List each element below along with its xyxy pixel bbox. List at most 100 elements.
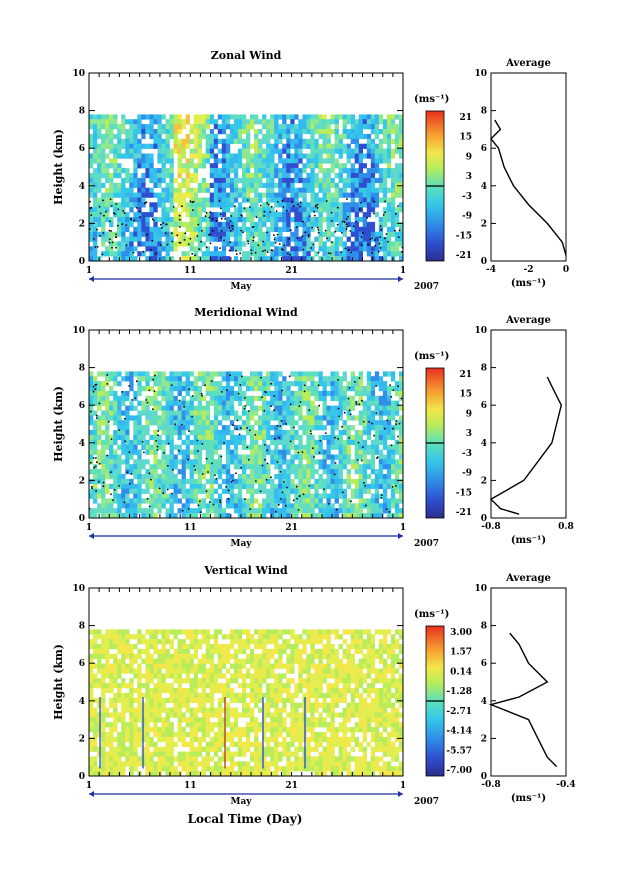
heatmap-cell <box>209 173 215 179</box>
heatmap-cell <box>205 410 210 416</box>
heatmap-cell <box>161 114 166 120</box>
heatmap-cell <box>133 712 138 718</box>
heatmap-cell <box>213 217 219 223</box>
heatmap-cell <box>366 153 372 159</box>
heatmap-cell <box>250 513 255 519</box>
heatmap-cell <box>113 464 118 470</box>
heatmap-cell <box>141 143 146 149</box>
zero-contour-dot <box>123 501 126 504</box>
heatmap-cell <box>109 231 114 237</box>
heatmap-cell <box>153 673 158 679</box>
heatmap-cell <box>125 246 130 252</box>
heatmap-cell <box>342 241 347 247</box>
heatmap-cell <box>109 415 114 421</box>
heatmap-cell <box>399 498 404 504</box>
heatmap-cell <box>225 226 231 232</box>
heatmap-cell <box>246 187 251 193</box>
heatmap-cell <box>322 168 327 174</box>
zero-contour-dot <box>96 245 99 248</box>
heatmap-cell <box>302 202 307 208</box>
heatmap-cell <box>390 148 396 154</box>
month-label: May <box>230 282 252 292</box>
heatmap-cell <box>197 390 202 397</box>
heatmap-cell <box>310 376 315 382</box>
heatmap-cell <box>101 158 106 164</box>
zero-contour-dot <box>124 417 126 420</box>
heatmap-cell <box>322 464 327 470</box>
heatmap-cell <box>237 129 243 135</box>
heatmap-cell <box>177 430 182 436</box>
heatmap-cell <box>254 212 259 218</box>
heatmap-cell <box>201 153 206 159</box>
average-y-tick-label: 6 <box>481 144 487 154</box>
heatmap-cell <box>197 182 202 188</box>
heatmap-cell <box>354 129 359 135</box>
heatmap-cell <box>302 493 307 499</box>
heatmap-cell <box>153 474 158 480</box>
heatmap-cell <box>330 119 335 125</box>
heatmap-cell <box>153 430 158 436</box>
heatmap-cell <box>221 400 227 406</box>
heatmap-cell <box>189 217 194 223</box>
heatmap-cell <box>262 420 267 426</box>
heatmap-cell <box>113 153 118 159</box>
heatmap-cell <box>225 202 231 208</box>
heatmap-cell <box>101 751 106 757</box>
heatmap-cell <box>354 133 359 140</box>
heatmap-cell <box>378 236 384 242</box>
heatmap-cell <box>121 678 126 684</box>
heatmap-cell <box>161 192 166 198</box>
heatmap-cell <box>225 231 231 237</box>
heatmap-cell <box>185 459 190 465</box>
heatmap-cell <box>169 114 174 120</box>
heatmap-cell <box>382 217 388 223</box>
heatmap-cell <box>258 207 263 213</box>
heatmap-cell <box>153 478 158 485</box>
heatmap-cell <box>145 168 150 174</box>
heatmap-cell <box>113 668 118 674</box>
heatmap-cell <box>165 119 170 125</box>
heatmap-cell <box>129 415 134 421</box>
heatmap-cell <box>125 449 130 455</box>
zero-contour-dot <box>302 493 305 496</box>
heatmap-cell <box>358 173 363 179</box>
heatmap-cell <box>270 434 275 441</box>
heatmap-cell <box>157 683 162 689</box>
heatmap-cell <box>346 405 351 411</box>
zero-contour-dot <box>211 218 214 220</box>
heatmap-cell <box>89 678 94 684</box>
heatmap-cell <box>125 668 130 674</box>
heatmap-cell <box>157 173 162 179</box>
heatmap-cell <box>262 488 267 494</box>
heatmap-cell <box>358 371 363 377</box>
heatmap-cell <box>370 381 376 387</box>
heatmap-cell <box>378 256 384 262</box>
heatmap-cell <box>358 251 363 257</box>
heatmap-cell <box>225 459 231 465</box>
heatmap-cell <box>137 187 142 193</box>
heatmap-cell <box>101 430 106 436</box>
heatmap-cell <box>310 508 315 514</box>
heatmap-cell <box>153 663 158 669</box>
heatmap-cell <box>181 478 186 485</box>
heatmap-cell <box>137 707 142 713</box>
heatmap-cell <box>141 459 146 465</box>
heatmap-cell <box>133 129 138 135</box>
heatmap-cell <box>366 192 372 198</box>
heatmap-cell <box>205 464 210 470</box>
heatmap-cell <box>173 119 178 125</box>
heatmap-cell <box>250 226 255 232</box>
zero-contour-dot <box>386 240 389 243</box>
heatmap-cell <box>133 658 138 664</box>
heatmap-cell <box>113 376 118 382</box>
heatmap-cell <box>322 469 327 475</box>
zero-contour-dot <box>379 247 382 249</box>
heatmap-cell <box>93 629 98 635</box>
heatmap-cell <box>221 425 227 431</box>
heatmap-cell <box>97 454 102 460</box>
heatmap-cell <box>354 493 359 499</box>
zero-contour-dot <box>157 434 159 437</box>
heatmap-cell <box>342 400 347 406</box>
zero-contour-dot <box>398 229 401 232</box>
heatmap-cell <box>185 439 190 445</box>
